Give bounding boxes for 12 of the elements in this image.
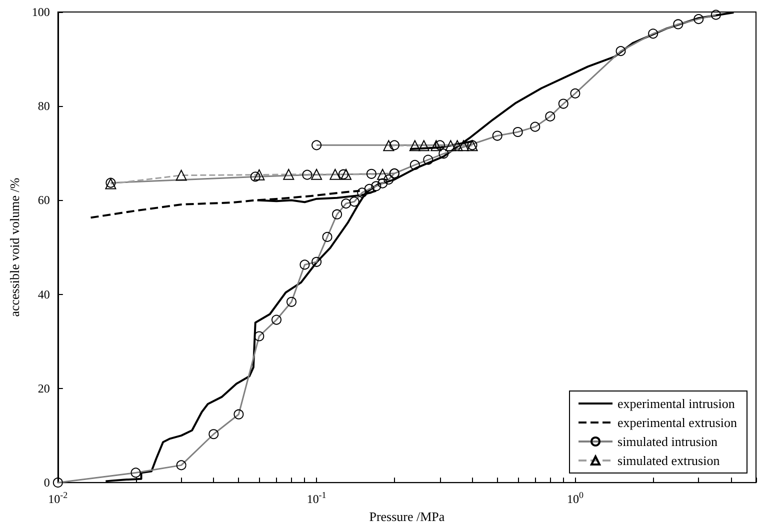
y-axis-title: accessible void volume /% [7, 178, 22, 317]
y-tick-label: 20 [38, 381, 50, 396]
legend-label: experimental intrusion [618, 396, 736, 411]
x-axis-title: Pressure /MPa [369, 509, 445, 524]
legend-label: experimental extrusion [618, 415, 738, 430]
y-tick-label: 0 [44, 476, 50, 490]
y-tick-label: 80 [38, 99, 50, 114]
y-tick-label: 60 [38, 193, 50, 208]
legend-label: simulated intrusion [618, 434, 718, 449]
legend-label: simulated extrusion [618, 453, 720, 468]
y-tick-label: 40 [38, 287, 50, 302]
y-tick-label: 100 [32, 5, 50, 19]
